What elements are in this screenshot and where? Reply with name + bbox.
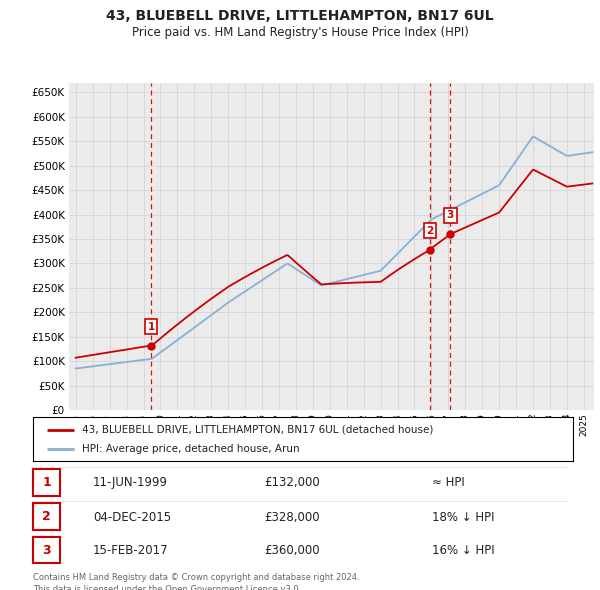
Text: 43, BLUEBELL DRIVE, LITTLEHAMPTON, BN17 6UL: 43, BLUEBELL DRIVE, LITTLEHAMPTON, BN17 … bbox=[106, 9, 494, 23]
Text: 04-DEC-2015: 04-DEC-2015 bbox=[93, 510, 171, 524]
Text: 1: 1 bbox=[42, 476, 51, 489]
Text: 1: 1 bbox=[148, 322, 155, 332]
Text: 3: 3 bbox=[447, 210, 454, 220]
Text: 15-FEB-2017: 15-FEB-2017 bbox=[93, 544, 169, 558]
Text: 11-JUN-1999: 11-JUN-1999 bbox=[93, 476, 168, 490]
Text: 16% ↓ HPI: 16% ↓ HPI bbox=[432, 544, 494, 558]
Text: ≈ HPI: ≈ HPI bbox=[432, 476, 465, 490]
Text: £360,000: £360,000 bbox=[264, 544, 320, 558]
Text: 2: 2 bbox=[427, 226, 434, 236]
Text: 18% ↓ HPI: 18% ↓ HPI bbox=[432, 510, 494, 524]
Text: 43, BLUEBELL DRIVE, LITTLEHAMPTON, BN17 6UL (detached house): 43, BLUEBELL DRIVE, LITTLEHAMPTON, BN17 … bbox=[82, 425, 433, 434]
Text: Contains HM Land Registry data © Crown copyright and database right 2024.
This d: Contains HM Land Registry data © Crown c… bbox=[33, 573, 359, 590]
Text: 2: 2 bbox=[42, 510, 51, 523]
Text: HPI: Average price, detached house, Arun: HPI: Average price, detached house, Arun bbox=[82, 444, 299, 454]
Text: £328,000: £328,000 bbox=[264, 510, 320, 524]
Text: 3: 3 bbox=[42, 543, 51, 557]
Text: £132,000: £132,000 bbox=[264, 476, 320, 490]
Text: Price paid vs. HM Land Registry's House Price Index (HPI): Price paid vs. HM Land Registry's House … bbox=[131, 26, 469, 39]
